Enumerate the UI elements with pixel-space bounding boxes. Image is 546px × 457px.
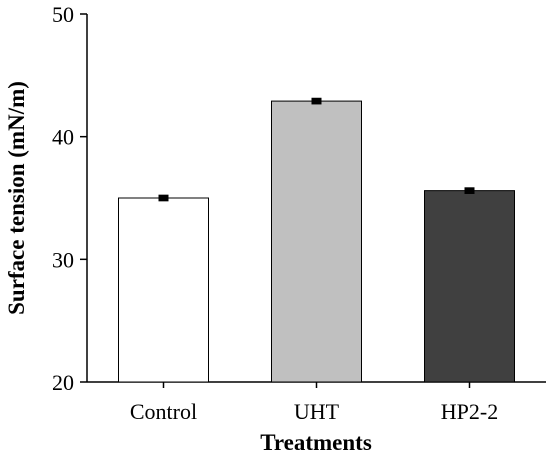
error-bar — [464, 187, 475, 194]
bars — [118, 97, 515, 383]
bar — [424, 190, 515, 383]
x-tick-label: Control — [130, 399, 197, 424]
error-bar — [158, 194, 169, 202]
y-axis-title: Surface tension (mN/m) — [4, 81, 29, 315]
y-ticks: 20 30 40 50 — [52, 2, 87, 395]
y-tick-label: 30 — [52, 247, 74, 272]
x-ticks: Control UHT HP2-2 — [130, 382, 498, 424]
error-bar — [311, 97, 322, 105]
x-tick-label: UHT — [294, 399, 340, 424]
y-tick-label: 40 — [52, 125, 74, 150]
x-axis-title: Treatments — [260, 430, 372, 455]
y-tick-label: 50 — [52, 2, 74, 27]
bar — [118, 197, 209, 383]
bar — [271, 100, 362, 383]
y-tick-label: 20 — [52, 370, 74, 395]
x-tick-label: HP2-2 — [441, 399, 498, 424]
